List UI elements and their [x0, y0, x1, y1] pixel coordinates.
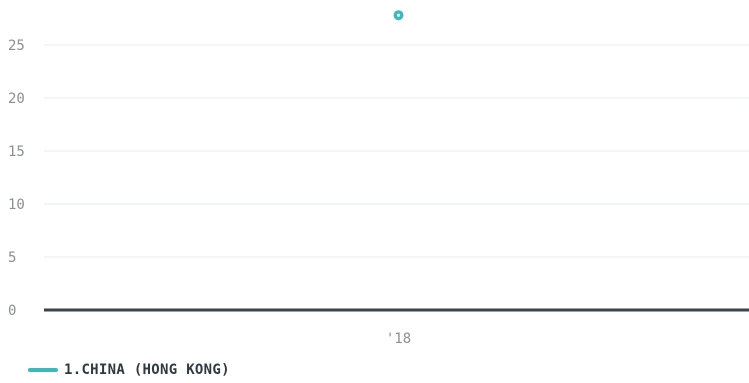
data-point-highlight: [396, 13, 401, 17]
legend-swatch: [28, 368, 58, 372]
y-tick-label: 10: [8, 197, 25, 213]
x-axis-ticks: '18: [386, 331, 411, 347]
data-points: [393, 10, 404, 21]
y-tick-label: 25: [8, 38, 25, 54]
y-tick-label: 20: [8, 91, 25, 107]
x-tick-label: '18: [386, 331, 411, 347]
y-tick-label: 15: [8, 144, 25, 160]
gridlines: [44, 44, 749, 258]
y-tick-label: 0: [8, 303, 16, 319]
legend: 1.CHINA (HONG KONG): [28, 362, 230, 378]
y-tick-label: 5: [8, 250, 16, 266]
y-axis-ticks: 0 5 10 15 20 25: [8, 38, 25, 319]
legend-label: 1.CHINA (HONG KONG): [64, 362, 230, 378]
